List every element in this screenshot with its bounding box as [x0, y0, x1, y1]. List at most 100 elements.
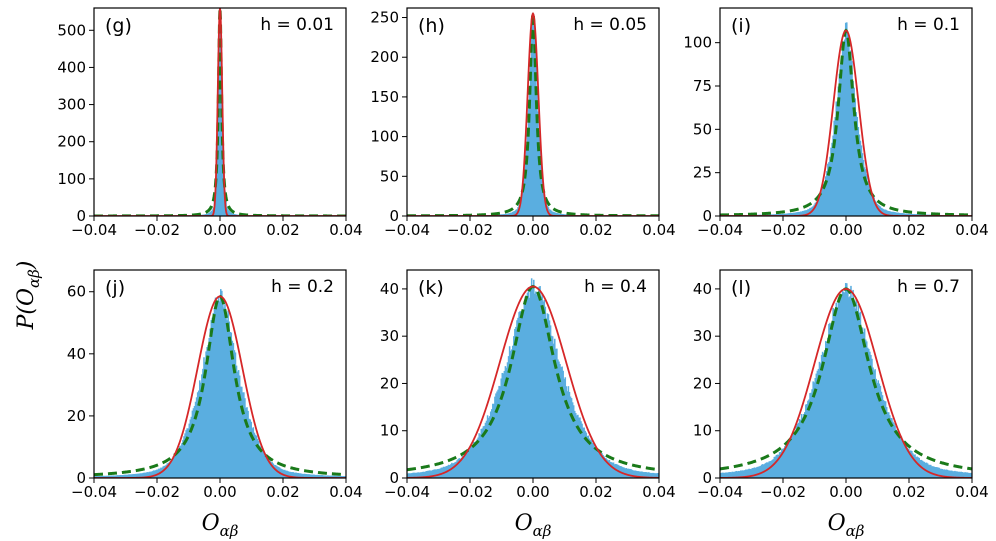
panel-label: (j)	[105, 277, 125, 299]
histogram-bar	[270, 462, 272, 478]
histogram-bar	[751, 468, 754, 478]
histogram-bar	[828, 323, 830, 478]
histogram-bar	[838, 73, 841, 216]
histogram-bar	[790, 212, 792, 216]
histogram-bar	[876, 382, 878, 478]
histogram-bar	[200, 382, 202, 478]
histogram-bar	[928, 464, 931, 478]
histogram-bar	[230, 332, 233, 478]
histogram-bar	[230, 212, 233, 216]
histogram-bar	[488, 416, 491, 478]
histogram-bar	[949, 470, 952, 478]
histogram-bar	[850, 50, 852, 216]
histogram-bar	[139, 473, 141, 478]
x-axis-label: Oαβ	[515, 511, 552, 540]
histogram-bar	[791, 435, 793, 478]
histogram-bar	[133, 473, 136, 478]
gaussian-fit-curve	[407, 11, 659, 216]
histogram-bar	[796, 212, 799, 216]
histogram-bar	[480, 428, 483, 478]
histogram-bar	[779, 451, 782, 478]
histogram-bar	[541, 176, 543, 216]
histogram-bar	[788, 440, 790, 478]
histogram-bar	[218, 21, 221, 216]
histogram-bar	[528, 87, 531, 216]
histogram-bar	[228, 321, 230, 478]
histogram-bar	[275, 465, 278, 478]
histogram-bar	[582, 427, 584, 478]
histogram-bar	[584, 430, 586, 478]
histogram-bar	[608, 459, 611, 478]
histogram-bar	[555, 348, 557, 478]
histogram-bar	[872, 367, 874, 478]
histogram-bar	[256, 438, 259, 478]
histogram-bar	[308, 474, 310, 478]
histogram-bar	[752, 468, 755, 478]
histogram-bar	[233, 214, 236, 216]
histogram-bar	[142, 472, 144, 478]
histogram-bar	[485, 420, 488, 478]
histogram-bar	[650, 472, 653, 478]
histogram-bar	[164, 465, 166, 478]
x-tick-label: 0.00	[203, 221, 236, 239]
histogram-bar	[504, 213, 507, 216]
histogram-bar	[857, 127, 860, 216]
histogram-bar	[641, 471, 643, 478]
histogram-bar	[786, 213, 788, 216]
histogram-bar	[163, 465, 165, 478]
histogram-bar	[311, 474, 313, 478]
histogram-bar	[855, 112, 857, 216]
histogram-bar	[548, 209, 551, 216]
y-tick-label: 400	[57, 58, 86, 76]
histogram-bar	[905, 445, 908, 478]
histogram-bar	[537, 296, 539, 478]
histogram-bar	[193, 405, 196, 478]
histogram-bar	[226, 320, 228, 478]
histogram-bar	[419, 472, 422, 478]
histogram-bar	[136, 473, 138, 478]
histogram-bar	[543, 299, 546, 478]
histogram-bar	[775, 214, 778, 216]
histogram-bar	[557, 359, 559, 478]
histogram-bar	[414, 472, 416, 478]
histogram-bar	[319, 475, 322, 478]
histogram-bar	[210, 320, 213, 478]
histogram-bar	[886, 210, 889, 216]
histogram-bar	[268, 458, 270, 478]
histogram-bar	[129, 474, 132, 478]
panel-label: (h)	[418, 15, 445, 37]
histogram-bar	[962, 472, 965, 478]
histogram-bar	[904, 213, 907, 216]
x-tick-label: 0.02	[579, 221, 612, 239]
histogram-bar	[251, 428, 254, 478]
histogram-bar	[524, 296, 527, 478]
histogram-bar	[603, 456, 605, 478]
histogram-bar	[467, 449, 470, 478]
histogram-bar	[322, 475, 325, 478]
histogram-bar	[138, 473, 140, 478]
histogram-bar	[126, 474, 129, 478]
histogram-bar	[777, 213, 780, 216]
histogram-bar	[563, 378, 565, 478]
histogram-bar	[819, 363, 822, 478]
histogram-bar	[509, 350, 512, 478]
histogram-bar	[913, 454, 915, 478]
histogram-bar	[575, 413, 577, 478]
histogram-bar	[205, 351, 207, 478]
histogram-bar	[901, 213, 904, 216]
histogram-bar	[935, 466, 937, 478]
histogram-bar	[505, 213, 508, 216]
histogram-bar	[549, 325, 552, 478]
y-tick-label: 250	[370, 9, 399, 27]
histogram-bar	[504, 366, 507, 478]
x-tick-label: −0.02	[760, 221, 806, 239]
histogram-bar	[832, 135, 834, 216]
histogram-bar	[302, 473, 305, 478]
histogram-bar	[191, 410, 194, 478]
histogram-bar	[290, 472, 292, 478]
histogram-bar	[792, 212, 794, 216]
histogram-bar	[790, 437, 792, 478]
histogram-bar	[529, 290, 532, 478]
histogram-bar	[833, 309, 835, 478]
histogram-bar	[239, 386, 242, 478]
